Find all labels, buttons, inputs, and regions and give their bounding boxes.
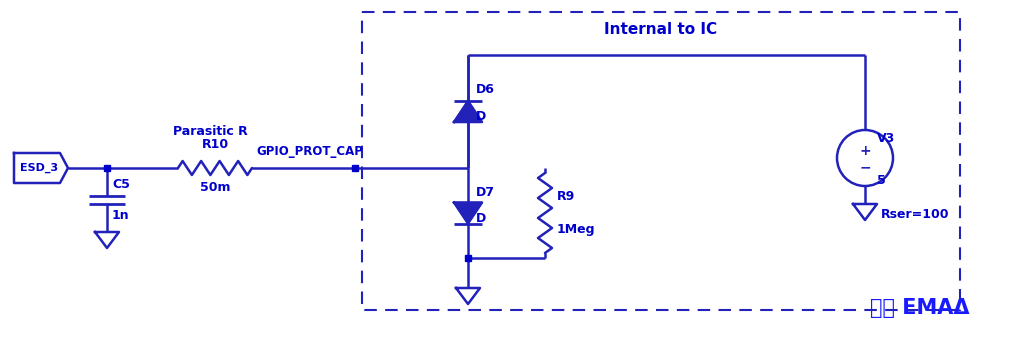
Polygon shape bbox=[454, 101, 482, 122]
Text: R9: R9 bbox=[557, 190, 575, 203]
Text: R10: R10 bbox=[202, 138, 228, 151]
Text: V3: V3 bbox=[877, 131, 895, 145]
Text: 50m: 50m bbox=[200, 181, 230, 194]
Text: 1n: 1n bbox=[112, 209, 130, 222]
Text: Rser=100: Rser=100 bbox=[881, 208, 949, 221]
Text: Internal to IC: Internal to IC bbox=[604, 22, 718, 37]
Text: D: D bbox=[476, 212, 486, 225]
Text: D: D bbox=[476, 110, 486, 123]
Text: 百芯 EMAΔ: 百芯 EMAΔ bbox=[870, 298, 970, 318]
Text: −: − bbox=[859, 160, 870, 174]
Text: +: + bbox=[859, 144, 870, 158]
Text: Parasitic R: Parasitic R bbox=[173, 125, 248, 138]
Polygon shape bbox=[454, 203, 482, 224]
Text: D6: D6 bbox=[476, 83, 495, 96]
Text: 5: 5 bbox=[877, 174, 886, 187]
Text: 1Meg: 1Meg bbox=[557, 223, 596, 236]
Text: D7: D7 bbox=[476, 186, 495, 199]
Text: C5: C5 bbox=[112, 178, 130, 191]
Polygon shape bbox=[14, 153, 68, 183]
Text: ESD_3: ESD_3 bbox=[19, 163, 58, 173]
Text: GPIO_PROT_CAP: GPIO_PROT_CAP bbox=[256, 145, 362, 158]
